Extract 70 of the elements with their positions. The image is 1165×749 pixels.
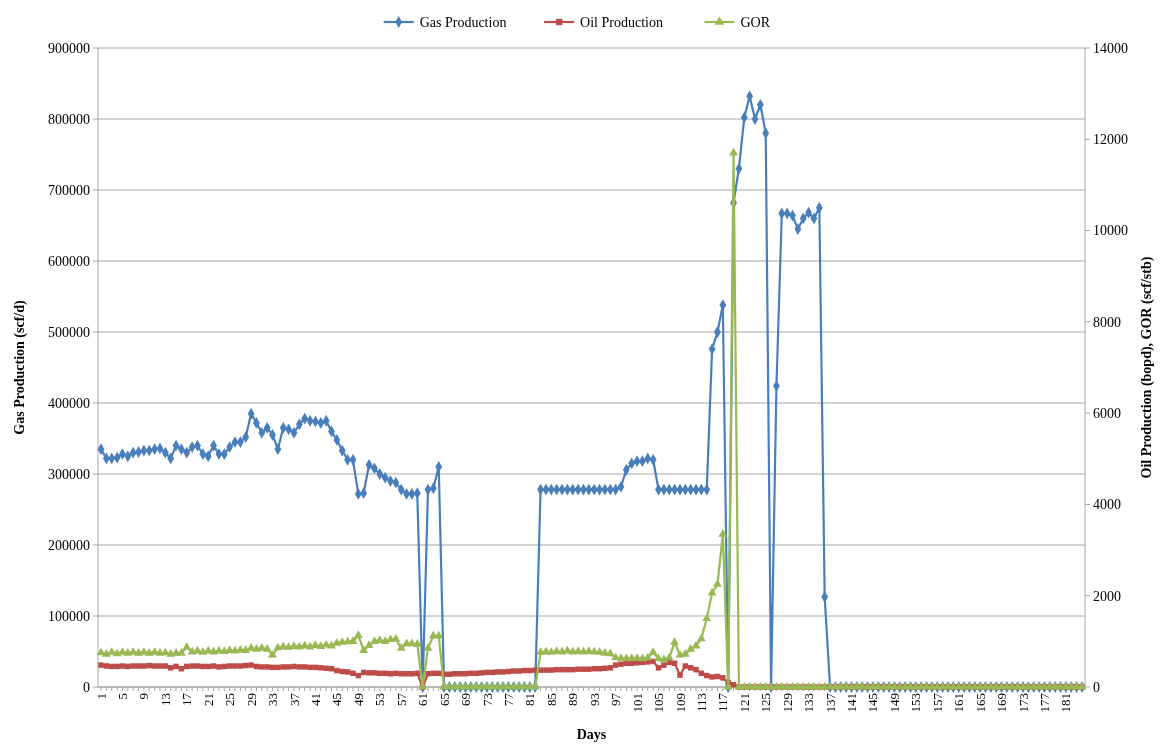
x-tick-label: 17 (179, 692, 195, 706)
x-tick-label: 81 (522, 693, 538, 706)
x-tick-label: 93 (586, 693, 602, 706)
x-tick-label: 165 (972, 693, 988, 713)
y2-tick-label: 10000 (1093, 223, 1128, 239)
y-tick-label: 800000 (48, 111, 90, 127)
x-tick-label: 33 (265, 693, 281, 706)
y-tick-label: 500000 (48, 324, 90, 340)
x-tick-label: 53 (372, 693, 388, 706)
x-tick-label: 125 (758, 693, 774, 713)
legend-label: Gas Production (419, 14, 507, 30)
x-tick-label: 113 (693, 693, 709, 713)
x-axis-title: Days (576, 727, 607, 742)
x-tick-label: 157 (929, 692, 945, 713)
x-tick-label: 69 (458, 693, 474, 706)
x-tick-label: 57 (393, 692, 409, 706)
x-tick-label: 105 (651, 693, 667, 713)
x-tick-label: 133 (801, 693, 817, 713)
x-tick-label: 121 (736, 693, 752, 713)
x-tick-label: 45 (329, 693, 345, 706)
y-tick-label: 200000 (48, 537, 90, 553)
y-tick-label: 0 (83, 679, 90, 695)
x-tick-label: 9 (136, 693, 152, 700)
x-tick-label: 89 (565, 693, 581, 706)
y2-axis-title: Oil Production (bopd), GOR (scf/stb) (1139, 256, 1155, 479)
x-tick-label: 65 (436, 693, 452, 706)
y2-tick-label: 4000 (1093, 497, 1121, 513)
x-tick-label: 145 (865, 693, 881, 713)
x-tick-label: 117 (715, 692, 731, 713)
y-tick-label: 400000 (48, 395, 90, 411)
y-tick-label: 700000 (48, 182, 90, 198)
x-tick-label: 141 (844, 693, 860, 713)
x-tick-label: 177 (1037, 692, 1053, 713)
x-tick-label: 161 (951, 693, 967, 713)
x-tick-label: 29 (243, 693, 259, 706)
x-tick-label: 21 (200, 693, 216, 706)
x-tick-label: 1 (93, 693, 109, 700)
x-tick-label: 181 (1058, 693, 1074, 713)
x-tick-label: 73 (479, 693, 495, 706)
y2-tick-label: 12000 (1093, 132, 1128, 148)
y2-tick-label: 6000 (1093, 406, 1121, 422)
x-tick-label: 5 (114, 693, 130, 700)
y-tick-label: 300000 (48, 466, 90, 482)
y2-tick-label: 0 (1093, 679, 1100, 695)
x-tick-label: 173 (1015, 693, 1031, 713)
y2-tick-label: 14000 (1093, 40, 1128, 56)
x-tick-label: 61 (415, 693, 431, 706)
y-tick-label: 900000 (48, 40, 90, 56)
y2-tick-label: 2000 (1093, 588, 1121, 604)
x-tick-label: 153 (908, 693, 924, 713)
x-tick-label: 149 (886, 693, 902, 713)
x-tick-label: 101 (629, 693, 645, 713)
x-tick-label: 37 (286, 692, 302, 706)
y-tick-label: 600000 (48, 253, 90, 269)
legend-label: GOR (740, 14, 771, 30)
x-tick-label: 137 (822, 692, 838, 713)
x-tick-label: 49 (350, 693, 366, 706)
legend-label: Oil Production (580, 14, 663, 30)
x-tick-label: 41 (307, 693, 323, 706)
x-tick-label: 129 (779, 693, 795, 713)
x-tick-label: 169 (994, 693, 1010, 713)
y-tick-label: 100000 (48, 608, 90, 624)
x-tick-label: 13 (157, 693, 173, 706)
x-tick-label: 97 (608, 692, 624, 706)
x-tick-label: 85 (543, 693, 559, 706)
y2-tick-label: 8000 (1093, 314, 1121, 330)
x-tick-label: 77 (500, 692, 516, 706)
x-tick-label: 25 (222, 693, 238, 706)
y-axis-title: Gas Production (scf/d) (12, 300, 28, 435)
x-tick-label: 109 (672, 693, 688, 713)
